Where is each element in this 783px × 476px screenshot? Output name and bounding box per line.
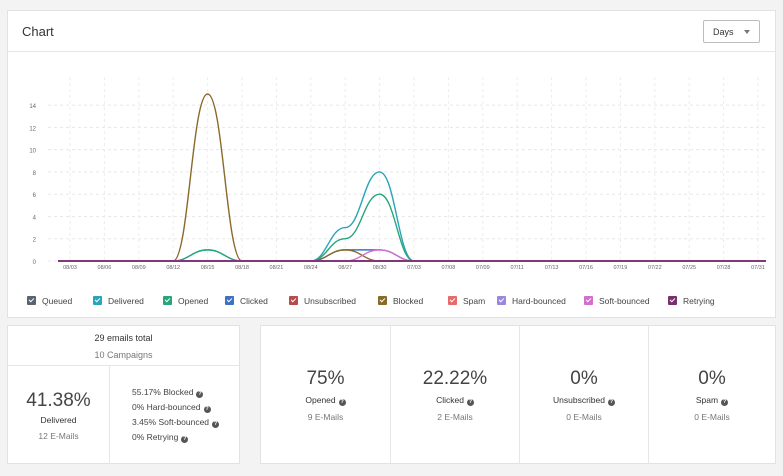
- caret-down-icon: [744, 30, 750, 34]
- question-circle-icon[interactable]: ?: [203, 406, 211, 413]
- legend-label: Spam: [463, 296, 486, 306]
- chart-title: Chart: [22, 24, 54, 39]
- x-tick-label: 08/15: [201, 265, 215, 271]
- total-emails: 29 emails total: [94, 333, 153, 343]
- clicked-percentage: 22.22%: [422, 368, 488, 389]
- chart-header: Chart Days: [8, 11, 775, 52]
- stat-clicked: 22.22% Clicked? 2 E-Mails: [390, 326, 519, 463]
- x-tick-label: 07/19: [614, 265, 628, 271]
- spam-label: Spam?: [695, 395, 729, 406]
- stats-panel: 75% Opened? 9 E-Mails 22.22% Clicked? 2 …: [260, 325, 776, 464]
- checkbox-checked-icon[interactable]: [93, 296, 102, 305]
- delivered-count: 12 E-Mails: [38, 431, 79, 441]
- legend-label: Clicked: [240, 296, 268, 306]
- legend-label: Hard-bounced: [512, 296, 566, 306]
- y-tick-label: 12: [29, 126, 36, 132]
- opened-count: 9 E-Mails: [307, 412, 344, 422]
- breakdown-retrying: 0% Retrying?: [132, 432, 189, 443]
- breakdown-soft-bounced: 3.45% Soft-bounced?: [132, 417, 220, 428]
- stat-opened: 75% Opened? 9 E-Mails: [261, 326, 390, 463]
- delivered-stat: 41.38% Delivered 12 E-Mails: [8, 366, 110, 464]
- stat-unsubscribed: 0% Unsubscribed? 0 E-Mails: [519, 326, 648, 463]
- checkbox-checked-icon[interactable]: [448, 296, 457, 305]
- x-tick-label: 08/12: [166, 265, 180, 271]
- y-tick-label: 0: [33, 260, 37, 266]
- clicked-label: Clicked?: [436, 395, 474, 406]
- unsubscribed-count: 0 E-Mails: [566, 412, 602, 422]
- checkbox-checked-icon[interactable]: [27, 296, 36, 305]
- legend-label: Unsubscribed: [304, 296, 356, 306]
- checkbox-checked-icon[interactable]: [668, 296, 677, 305]
- checkbox-checked-icon[interactable]: [497, 296, 506, 305]
- x-tick-label: 07/13: [545, 265, 559, 271]
- x-tick-label: 07/16: [579, 265, 593, 271]
- unsubscribed-label: Unsubscribed?: [553, 395, 615, 406]
- question-circle-icon[interactable]: ?: [181, 436, 189, 443]
- unsubscribed-percentage: 0%: [570, 368, 598, 389]
- x-tick-label: 08/30: [373, 265, 387, 271]
- legend-label: Delivered: [108, 296, 144, 306]
- x-tick-label: 08/09: [132, 265, 146, 271]
- series-line-opened: [58, 193, 766, 262]
- question-circle-icon[interactable]: ?: [721, 399, 729, 406]
- y-tick-label: 4: [33, 215, 37, 221]
- x-tick-label: 07/08: [442, 265, 456, 271]
- legend-label: Opened: [178, 296, 209, 306]
- question-circle-icon[interactable]: ?: [338, 399, 346, 406]
- opened-percentage: 75%: [306, 368, 345, 389]
- total-campaigns: 10 Campaigns: [94, 350, 153, 360]
- x-tick-label: 07/31: [751, 265, 765, 271]
- question-circle-icon[interactable]: ?: [607, 399, 615, 406]
- checkbox-checked-icon[interactable]: [289, 296, 298, 305]
- x-tick-label: 07/09: [476, 265, 490, 271]
- legend-label: Retrying: [683, 296, 715, 306]
- clicked-count: 2 E-Mails: [437, 412, 473, 422]
- y-tick-label: 10: [29, 149, 36, 155]
- question-circle-icon[interactable]: ?: [212, 421, 220, 428]
- x-tick-label: 08/27: [338, 265, 352, 271]
- y-tick-label: 2: [33, 238, 37, 244]
- x-tick-label: 08/21: [270, 265, 284, 271]
- x-tick-label: 08/06: [98, 265, 112, 271]
- legend-label: Queued: [42, 296, 73, 306]
- x-tick-label: 07/22: [648, 265, 662, 271]
- x-tick-label: 08/24: [304, 265, 318, 271]
- y-tick-label: 14: [29, 104, 36, 110]
- x-tick-label: 08/03: [63, 265, 77, 271]
- line-chart: 0 2 4 6 8 10 12 14 08/03 08/06 08/09 08/12 08/15 08/1…: [29, 77, 766, 271]
- spam-percentage: 0%: [698, 368, 726, 389]
- checkbox-checked-icon[interactable]: [163, 296, 172, 305]
- checkbox-checked-icon[interactable]: [378, 296, 387, 305]
- breakdown-hard-bounced: 0% Hard-bounced?: [132, 402, 211, 413]
- y-tick-label: 6: [33, 193, 37, 199]
- legend-label: Blocked: [393, 296, 424, 306]
- question-circle-icon[interactable]: ?: [466, 399, 474, 406]
- legend-label: Soft-bounced: [599, 296, 650, 306]
- opened-label: Opened?: [305, 395, 346, 406]
- range-dropdown-value: Days: [713, 27, 734, 37]
- chart-panel: Chart Days 0 2 4 6 8 10 12 14 08/03 08/06 08/09 08/…: [7, 10, 776, 318]
- series-line-soft-bounced: [58, 249, 766, 262]
- x-tick-label: 08/18: [235, 265, 249, 271]
- breakdown-blocked: 55.17% Blocked?: [132, 387, 204, 398]
- series-line-blocked: [58, 93, 766, 262]
- x-tick-label: 07/25: [682, 265, 696, 271]
- spam-count: 0 E-Mails: [694, 412, 730, 422]
- x-tick-label: 07/03: [407, 265, 421, 271]
- checkbox-checked-icon[interactable]: [225, 296, 234, 305]
- range-dropdown[interactable]: Days: [703, 20, 760, 43]
- delivered-label: Delivered: [40, 415, 77, 425]
- stat-spam: 0% Spam? 0 E-Mails: [648, 326, 775, 463]
- delivered-percentage: 41.38%: [26, 390, 91, 411]
- x-tick-label: 07/11: [511, 265, 524, 271]
- x-tick-label: 07/28: [717, 265, 731, 271]
- checkbox-checked-icon[interactable]: [584, 296, 593, 305]
- totals-panel: 29 emails total 10 Campaigns 41.38% Deli…: [7, 325, 240, 464]
- totals-summary: 29 emails total 10 Campaigns: [8, 326, 239, 366]
- y-tick-label: 8: [33, 171, 37, 177]
- question-circle-icon[interactable]: ?: [196, 391, 204, 398]
- series-line-clicked: [58, 249, 766, 262]
